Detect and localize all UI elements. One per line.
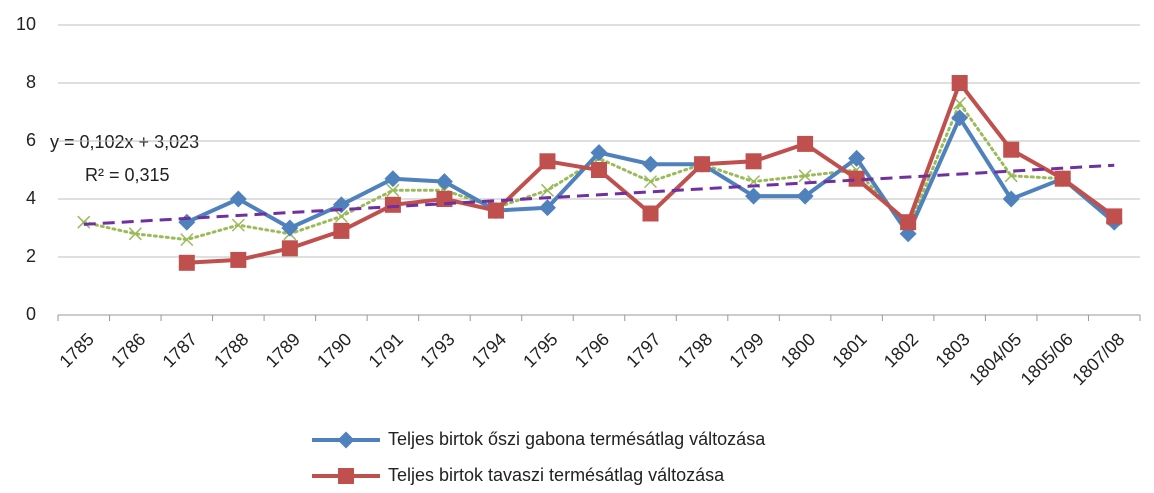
marker	[231, 218, 245, 232]
x-tick-label: 1798	[674, 329, 716, 371]
marker	[77, 215, 91, 229]
marker	[1106, 208, 1123, 225]
marker	[487, 202, 504, 219]
x-tick-label: 1799	[725, 329, 767, 371]
marker	[435, 173, 453, 191]
y-tick-label: 0	[26, 304, 36, 324]
x-tick-label: 1786	[107, 329, 149, 371]
marker	[538, 199, 556, 217]
marker	[384, 170, 402, 188]
marker	[643, 175, 658, 189]
x-tick-label: 1795	[519, 329, 561, 371]
marker	[951, 75, 968, 91]
marker	[386, 183, 400, 197]
marker	[540, 183, 555, 197]
marker	[590, 144, 608, 162]
trendline	[83, 163, 1115, 226]
marker	[848, 149, 866, 167]
x-tick-label: 1805/06	[1017, 329, 1077, 389]
marker	[591, 162, 607, 178]
marker	[539, 153, 556, 170]
x-tick-label: 1794	[468, 329, 510, 371]
x-tick-label: 1796	[571, 329, 613, 371]
trend-r-squared: R² = 0,315	[85, 165, 170, 185]
marker	[384, 196, 401, 213]
series-line	[184, 81, 1117, 265]
marker	[178, 213, 196, 231]
x-tick-label: 1785	[55, 329, 97, 371]
x-tick-label: 1788	[210, 329, 252, 371]
marker	[229, 190, 247, 208]
marker	[642, 205, 659, 222]
x-tick-label: 1807/08	[1068, 329, 1128, 389]
marker	[642, 155, 660, 173]
x-tick-label: 1804/05	[965, 329, 1025, 389]
x-tick-label: 1801	[828, 329, 870, 371]
marker	[797, 135, 814, 152]
y-tick-label: 10	[16, 14, 36, 34]
marker	[1003, 141, 1020, 158]
marker	[1002, 190, 1020, 208]
marker	[848, 170, 865, 187]
marker	[334, 209, 348, 223]
trend-equation: y = 0,102x + 3,023	[50, 132, 199, 152]
series	[178, 75, 1123, 271]
x-tick-label: 1789	[262, 329, 304, 371]
x-tick-label: 1791	[365, 329, 407, 371]
marker	[900, 214, 917, 231]
x-tick-label: 1793	[416, 329, 458, 371]
x-tick-label: 1802	[880, 329, 922, 371]
legend-marker	[338, 468, 354, 484]
marker	[281, 219, 299, 237]
marker	[745, 187, 763, 205]
x-tick-label: 1787	[159, 329, 201, 371]
x-tick-label: 1797	[622, 329, 664, 371]
legend-label: Teljes birtok tavaszi termésátlag változ…	[388, 465, 725, 485]
legend-item: Teljes birtok tavaszi termésátlag változ…	[312, 465, 725, 485]
marker	[694, 156, 711, 173]
marker	[178, 254, 195, 271]
marker	[128, 227, 142, 241]
legend-marker	[337, 431, 355, 449]
y-tick-label: 2	[26, 246, 36, 266]
y-tick-label: 6	[26, 130, 36, 150]
marker	[180, 233, 194, 247]
marker	[281, 240, 298, 257]
x-tick-label: 1803	[931, 329, 973, 371]
legend-label: Teljes birtok őszi gabona termésátlag vá…	[388, 429, 766, 449]
marker	[796, 187, 814, 205]
legend-item: Teljes birtok őszi gabona termésátlag vá…	[312, 429, 766, 449]
marker	[951, 109, 969, 127]
x-tick-label: 1800	[777, 329, 819, 371]
marker	[1054, 170, 1071, 187]
x-tick-label: 1790	[313, 329, 355, 371]
marker	[333, 222, 350, 239]
y-tick-label: 4	[26, 188, 36, 208]
marker	[798, 169, 812, 183]
y-tick-label: 8	[26, 72, 36, 92]
marker	[230, 251, 247, 268]
marker	[745, 153, 762, 170]
